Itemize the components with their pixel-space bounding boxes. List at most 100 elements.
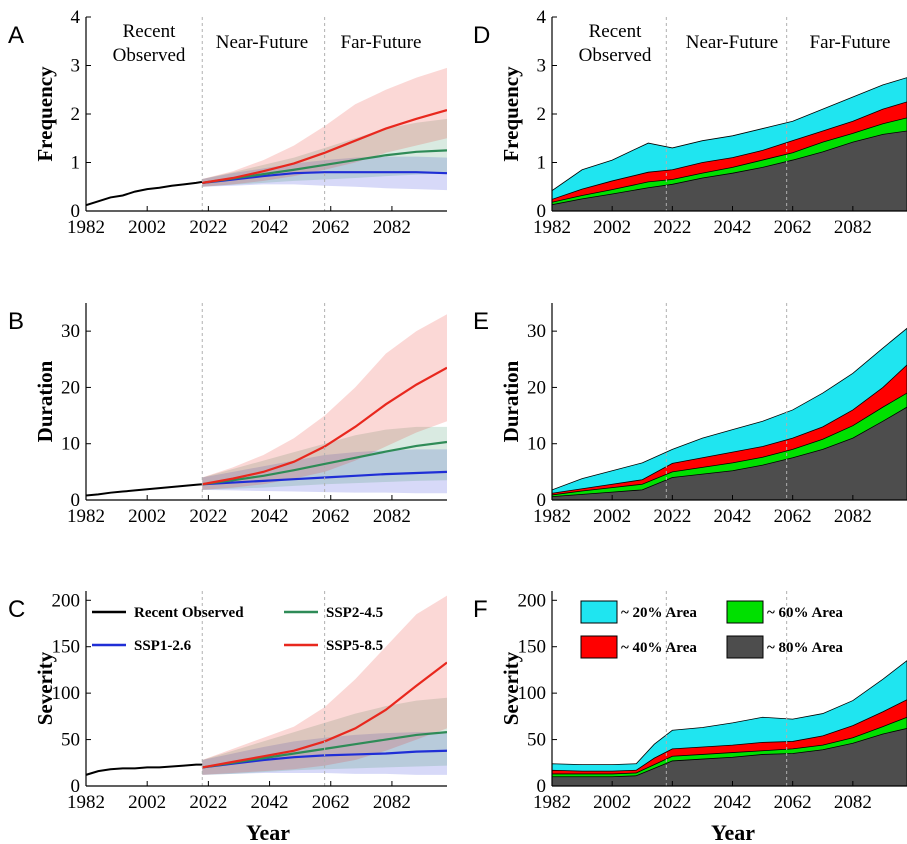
y-tick-label: 0: [537, 776, 547, 797]
y-tick-label: 3: [71, 56, 81, 77]
x-axis-title-left: Year: [246, 820, 290, 844]
period-near: Near-Future: [216, 32, 308, 53]
y-axis-title-e: Duration: [499, 360, 523, 442]
panel-letter-d: D: [473, 22, 490, 49]
x-tick-label: 2002: [593, 506, 631, 527]
panel-a: 1982 2002 2022 2042 2062 2082 0 1 2 3 4 Frequency A: [8, 7, 447, 238]
legend-label-a60: ~ 60% Area: [767, 605, 843, 621]
y-tick-label: 0: [71, 490, 81, 511]
x-tick-label: 2082: [834, 792, 872, 813]
x-tick-label: 2022: [653, 217, 691, 238]
x-tick-label: 2082: [373, 792, 411, 813]
x-tick-label: 1982: [67, 792, 105, 813]
x-tick-label: 1982: [67, 506, 105, 527]
y-tick-label: 150: [52, 637, 81, 658]
panel-letter-f: F: [473, 596, 488, 623]
y-tick-label: 20: [61, 377, 80, 398]
x-tick-label: 2022: [653, 792, 691, 813]
y-tick-label: 0: [537, 201, 547, 222]
period-recent-line1-d: Recent: [589, 21, 642, 42]
y-tick-label: 1: [71, 153, 81, 174]
x-tick-label: 2082: [373, 506, 411, 527]
line-ssp585-a: [202, 109, 447, 184]
line-observed-c: [86, 763, 203, 776]
x-tick-label: 2042: [251, 506, 289, 527]
y-tick-label: 0: [537, 490, 547, 511]
line-observed-b: [86, 483, 203, 497]
legend-label-ssp126: SSP1-2.6: [134, 638, 192, 654]
panel-c: 1982 2002 2022 2042 2062 2082 0 50 100 150 200 Seve…: [8, 590, 447, 813]
y-axis-title-b: Duration: [33, 360, 57, 442]
y-axis-title-c: Severity: [33, 651, 57, 725]
x-tick-label: 2002: [128, 506, 166, 527]
band-ssp585-c: [202, 595, 447, 775]
x-tick-label: 2062: [312, 506, 350, 527]
y-tick-label: 4: [71, 7, 81, 28]
y-tick-label: 50: [527, 730, 546, 751]
y-axis-title-f: Severity: [499, 651, 523, 725]
period-near-d: Near-Future: [686, 32, 778, 53]
x-tick-label: 1982: [67, 217, 105, 238]
x-tick-label: 2082: [834, 217, 872, 238]
plot-area-b: [86, 314, 447, 497]
x-tick-label: 2042: [251, 217, 289, 238]
y-axis-title-d: Frequency: [499, 66, 523, 162]
period-recent-line1: Recent: [123, 21, 176, 42]
area-a80-d: [552, 130, 907, 211]
panel-letter-c: C: [8, 596, 25, 623]
line-ssp245-b: [202, 440, 447, 486]
line-ssp126-a: [202, 171, 447, 184]
y-tick-label: 10: [61, 434, 80, 455]
legend-label-ssp585: SSP5-8.5: [326, 638, 383, 654]
y-tick-label: 200: [52, 590, 81, 611]
x-tick-label: 1982: [533, 506, 571, 527]
x-tick-label: 2062: [312, 792, 350, 813]
x-tick-label: 2062: [312, 217, 350, 238]
y-tick-label: 10: [527, 434, 546, 455]
panel-f: 1982 2002 2022 2042 2062 2082 0 50 100 150 200 Seve…: [473, 590, 907, 813]
panel-letter-e: E: [473, 308, 489, 335]
y-tick-label: 50: [61, 730, 80, 751]
plot-area-a: [86, 67, 447, 207]
x-tick-label: 2082: [373, 217, 411, 238]
panel-letter-a: A: [8, 22, 24, 49]
plot-area-e: [552, 327, 907, 500]
period-far-d: Far-Future: [810, 32, 891, 53]
ssp-legend: Recent Observed SSP1-2.6 SSP2-4.5 SSP5-8…: [92, 605, 383, 654]
y-tick-label: 0: [71, 201, 81, 222]
x-tick-label: 2042: [714, 506, 752, 527]
y-tick-label: 20: [527, 377, 546, 398]
x-tick-label: 2002: [593, 217, 631, 238]
plot-area-c: [86, 595, 447, 776]
legend-swatch-a40: [580, 635, 618, 659]
y-axis-title-a: Frequency: [33, 66, 57, 162]
plot-area-f: [552, 660, 907, 786]
x-tick-label: 2082: [834, 506, 872, 527]
y-tick-label: 30: [527, 321, 546, 342]
panel-letter-b: B: [8, 308, 24, 335]
y-tick-label: 4: [537, 7, 547, 28]
legend-label-a40: ~ 40% Area: [621, 640, 697, 656]
x-tick-label: 2022: [189, 506, 227, 527]
area-a80-f: [552, 728, 907, 786]
period-recent-line2-d: Observed: [579, 45, 652, 66]
legend-label-ssp245: SSP2-4.5: [326, 605, 383, 621]
y-tick-label: 2: [71, 104, 81, 125]
x-tick-label: 2042: [714, 217, 752, 238]
x-tick-label: 2002: [128, 217, 166, 238]
line-ssp585-b: [202, 366, 447, 486]
x-tick-label: 2022: [189, 217, 227, 238]
x-tick-label: 2022: [189, 792, 227, 813]
y-tick-label: 3: [537, 56, 547, 77]
y-tick-label: 1: [537, 153, 547, 174]
x-tick-label: 2062: [774, 217, 812, 238]
x-tick-label: 1982: [533, 792, 571, 813]
x-tick-label: 2002: [128, 792, 166, 813]
period-recent-line2: Observed: [113, 45, 186, 66]
y-tick-label: 30: [61, 321, 80, 342]
legend-swatch-a60: [726, 600, 764, 624]
plot-area-d: [552, 77, 907, 211]
y-tick-label: 100: [52, 683, 81, 704]
